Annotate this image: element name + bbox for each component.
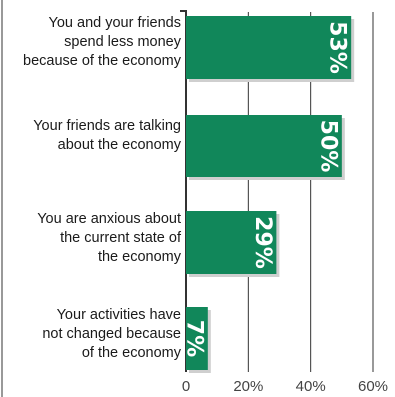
category-label-line: about the economy: [58, 137, 182, 153]
category-label: Your friends are talking about the econom…: [33, 118, 182, 153]
tick-label: 20%: [233, 378, 263, 395]
category-label-line: spend less money: [64, 34, 182, 50]
bar: [186, 211, 277, 274]
category-label-line: because of the economy: [23, 53, 182, 69]
tick-label: 60%: [358, 378, 388, 395]
bars: 53% 50% 29% 7%: [181, 16, 355, 373]
bar: [186, 307, 208, 370]
category-label-line: Your activities have: [57, 307, 181, 323]
tick-label: 40%: [296, 378, 326, 395]
category-label-line: You and your friends: [49, 15, 181, 31]
category-label: You and your friends spend less money beca…: [23, 15, 182, 69]
category-label: You are anxious about the current state o…: [37, 211, 182, 265]
category-labels: You and your friends spend less money beca…: [23, 15, 182, 361]
bar: [186, 16, 352, 79]
category-label-line: not changed because: [42, 326, 181, 342]
value-label: 50%: [315, 120, 340, 173]
category-label-line: the current state of: [60, 230, 182, 246]
value-label: 29%: [250, 216, 275, 269]
bar: [186, 115, 342, 177]
value-label: 7%: [181, 320, 206, 357]
category-label: Your activities have not changed because o…: [42, 307, 181, 361]
value-label: 53%: [325, 21, 350, 74]
category-label-line: of the economy: [82, 345, 182, 361]
category-label-line: You are anxious about: [37, 211, 181, 227]
category-label-line: Your friends are talking: [33, 118, 181, 134]
category-label-line: the economy: [98, 249, 182, 265]
tick-label: 0: [182, 378, 190, 395]
x-axis-ticks: 0 20% 40% 60%: [182, 378, 388, 395]
